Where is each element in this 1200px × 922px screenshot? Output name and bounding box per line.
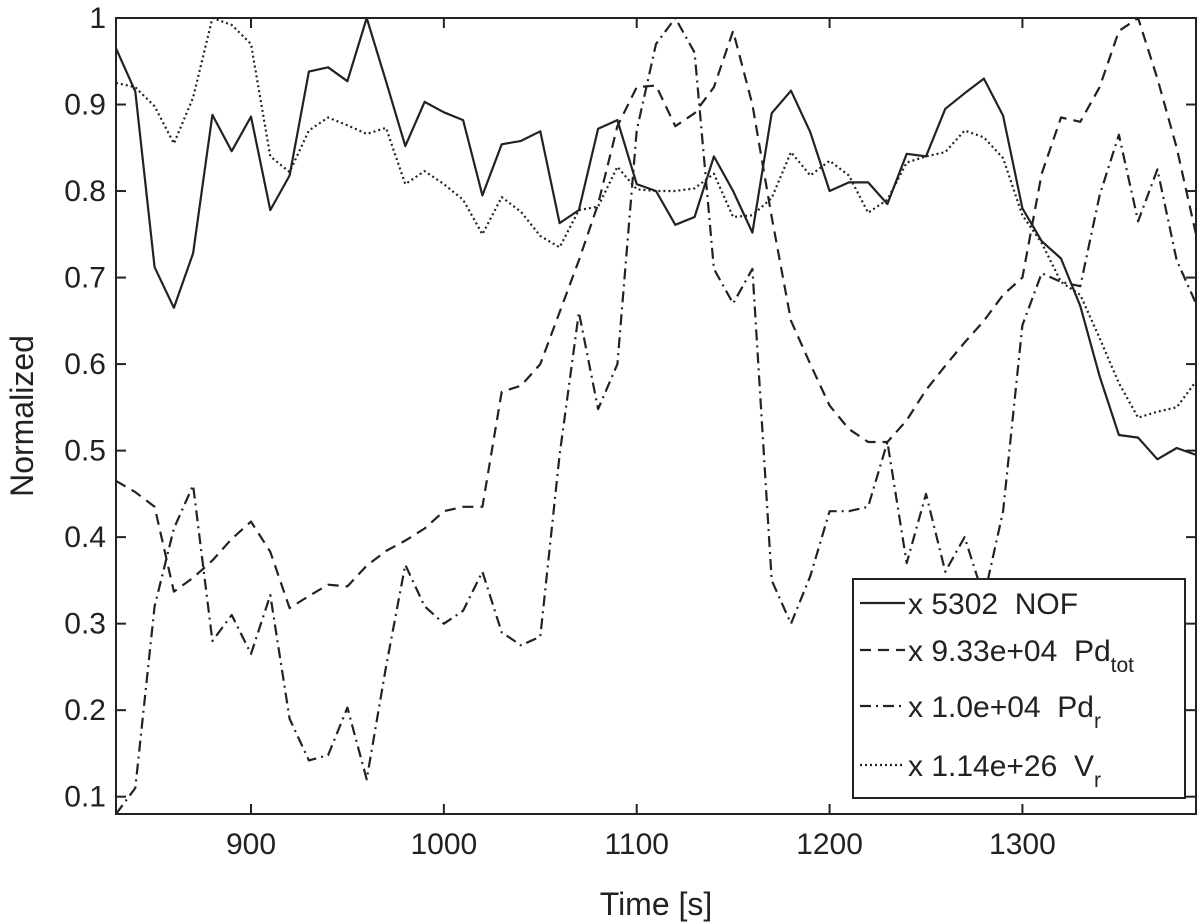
y-tick-label: 0.6: [64, 348, 106, 381]
series-line-v-r: [115, 16, 1197, 419]
legend-label-pd-r: x 1.0e+04 Pdr: [908, 691, 1101, 733]
legend-label-v-r: x 1.14e+26 Vr: [908, 750, 1101, 792]
y-axis: 0.1 0.2 0.3 0.4 0.5 0.6 0.7 0.8 0.9 1: [64, 2, 1196, 814]
x-axis: 900 1000 1100 1200 1300: [226, 18, 1056, 861]
legend-label-pd-tot: x 9.33e+04 Pdtot: [908, 635, 1134, 677]
series-layer: [114, 16, 1198, 815]
y-tick-label: 0.7: [64, 262, 106, 295]
y-tick-label: 0.8: [64, 175, 106, 208]
axes-frame: [115, 17, 1197, 815]
legend: x 5302 NOF x 9.33e+04 Pdtot x 1.0e+04 Pd…: [852, 578, 1186, 799]
x-tick-label: 1200: [796, 828, 863, 861]
y-tick-label: 1: [89, 2, 106, 35]
series-line-nof: [114, 16, 1197, 461]
series-line-pd-r: [115, 16, 1198, 815]
y-tick-label: 0.5: [64, 435, 106, 468]
legend-label-nof: x 5302 NOF: [908, 588, 1078, 621]
x-tick-label: 1100: [604, 828, 669, 861]
y-tick-label: 0.1: [64, 781, 106, 814]
legend-box: [852, 578, 1186, 799]
x-tick-label: 900: [226, 828, 276, 861]
x-tick-label: 1000: [410, 828, 477, 861]
x-tick-label: 1300: [989, 828, 1056, 861]
y-axis-title: Normalized: [4, 335, 40, 497]
x-axis-title: Time [s]: [600, 886, 713, 922]
y-tick-label: 0.3: [64, 608, 106, 641]
y-tick-label: 0.4: [64, 521, 106, 554]
y-tick-label: 0.9: [64, 89, 106, 122]
y-tick-label: 0.2: [64, 694, 106, 727]
